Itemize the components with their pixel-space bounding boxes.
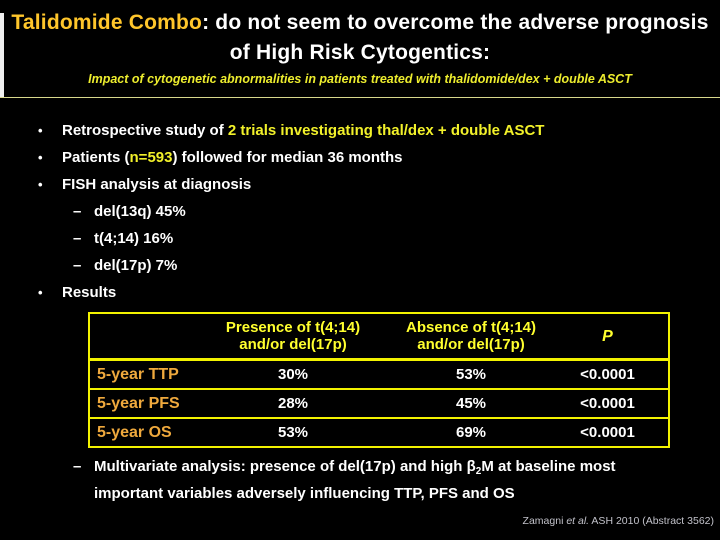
bullet-text: Patients (n=593) followed for median 36 … [62, 144, 403, 171]
slide-subtitle: Impact of cytogenetic abnormalities in p… [88, 72, 632, 86]
bullet-text: Results [62, 284, 117, 301]
multivariate-pre: Multivariate analysis: presence of del(1… [94, 458, 476, 475]
slide-content: • Retrospective study of 2 trials invest… [0, 117, 720, 505]
slide-title-line2: of High Risk Cytogentics: [229, 41, 491, 64]
table-row-os: 5-year OS 53% 69% <0.0001 [89, 417, 669, 447]
multivariate-post: M at baseline most important variables a… [94, 458, 616, 502]
table-row-pfs: 5-year PFS 28% 45% <0.0001 [89, 388, 669, 418]
bullet-patients: • Patients (n=593) followed for median 3… [0, 144, 720, 171]
cell-pvalue: <0.0001 [547, 388, 669, 418]
title-highlight: Talidomide Combo [11, 11, 203, 34]
cell-presence: 28% [191, 388, 395, 418]
row-label: 5-year PFS [89, 388, 191, 418]
subbullet-t414: – t(4;14) 16% [0, 225, 720, 252]
title-rest: : do not seem to overcome the adverse pr… [202, 11, 709, 34]
cell-pvalue: <0.0001 [547, 417, 669, 447]
bullet-results: • Results [0, 279, 720, 306]
subbullet-del17p: – del(17p) 7% [0, 252, 720, 279]
left-accent-bar [0, 13, 4, 98]
col-header-p: P [547, 313, 669, 361]
citation-author: Zamagni [522, 515, 567, 527]
citation-etal: et al. [566, 515, 590, 527]
bullet-fish: • FISH analysis at diagnosis [0, 171, 720, 198]
citation: Zamagni et al. ASH 2010 (Abstract 3562) [523, 515, 714, 527]
col-header-empty [89, 313, 191, 361]
bullet-icon: • [38, 150, 43, 165]
bullet-text-white: ) followed for median 36 months [172, 149, 403, 166]
subbullet-text: t(4;14) 16% [94, 230, 174, 247]
subbullet-del13q: – del(13q) 45% [0, 198, 720, 225]
cell-presence: 30% [277, 366, 309, 383]
dash-icon: – [73, 257, 82, 274]
cell-absence: 45% [395, 388, 547, 418]
table-header-row: Presence of t(4;14) and/or del(17p) Abse… [89, 313, 669, 361]
cell-absence: 69% [395, 417, 547, 447]
bullet-text-highlight: n=593 [129, 149, 173, 166]
col-header-presence: Presence of t(4;14) and/or del(17p) [191, 313, 395, 361]
citation-rest: ASH 2010 (Abstract 3562) [589, 515, 714, 527]
dash-icon: – [73, 458, 82, 475]
bullet-text: Retrospective study of 2 trials investig… [62, 117, 544, 144]
multivariate-text: Multivariate analysis: presence of del(1… [94, 456, 672, 505]
bullet-retrospective: • Retrospective study of 2 trials invest… [0, 117, 720, 144]
cell-presence: 53% [191, 417, 395, 447]
dash-icon: – [73, 230, 82, 247]
bullet-icon: • [38, 177, 43, 192]
cell-absence: 53% [455, 366, 487, 383]
bullet-text: FISH analysis at diagnosis [62, 176, 252, 193]
bullet-icon: • [38, 285, 43, 300]
subbullet-multivariate: – Multivariate analysis: presence of del… [0, 456, 720, 505]
bullet-text-white: Retrospective study of [62, 122, 228, 139]
title-divider [0, 97, 720, 98]
col-header-absence: Absence of t(4;14) and/or del(17p) [395, 313, 547, 361]
table-row-ttp: 5-year TTP 30% 53% <0.0001 [89, 360, 669, 390]
subbullet-text: del(17p) 7% [94, 257, 178, 274]
bullet-text-highlight: 2 trials investigating thal/dex + double… [227, 122, 545, 139]
title-block: Talidomide Combo: do not seem to overcom… [8, 8, 712, 87]
dash-icon: – [73, 203, 82, 220]
slide-title: Talidomide Combo: do not seem to overcom… [8, 8, 712, 38]
cell-pvalue: <0.0001 [580, 366, 635, 383]
subbullet-text: del(13q) 45% [94, 203, 186, 220]
bullet-icon: • [38, 123, 43, 138]
beta2-subscript: 2 [475, 466, 482, 477]
results-table: Presence of t(4;14) and/or del(17p) Abse… [88, 312, 670, 448]
row-label: 5-year OS [89, 417, 191, 447]
bullet-text-white: Patients ( [62, 149, 130, 166]
row-label: 5-year TTP [97, 366, 179, 383]
